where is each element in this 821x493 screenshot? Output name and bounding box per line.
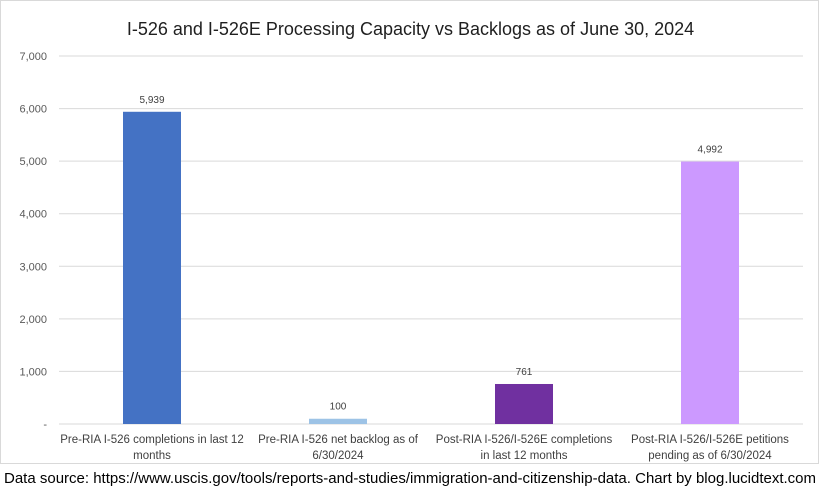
x-tick-label: Post-RIA I-526/I-526E completions: [436, 434, 613, 446]
x-tick-label: Post-RIA I-526/I-526E petitions: [631, 434, 789, 446]
x-tick-label: months: [133, 450, 171, 462]
data-label: 4,992: [697, 145, 722, 156]
x-tick-label: in last 12 months: [481, 450, 568, 462]
source-note: Data source: https://www.uscis.gov/tools…: [4, 470, 817, 487]
y-tick-label: 4,000: [19, 209, 47, 221]
x-tick-label: Pre-RIA I-526 net backlog as of: [258, 434, 419, 446]
bar: [681, 161, 739, 425]
y-tick-label: 6,000: [19, 104, 47, 116]
data-label: 100: [330, 402, 347, 413]
y-tick-label: -: [43, 419, 47, 431]
chart-title: I-526 and I-526E Processing Capacity vs …: [126, 19, 695, 39]
bar: [309, 418, 367, 424]
y-tick-label: 7,000: [19, 51, 47, 63]
x-tick-label: Pre-RIA I-526 completions in last 12: [60, 434, 243, 446]
chart-frame: I-526 and I-526E Processing Capacity vs …: [0, 0, 819, 464]
y-tick-label: 2,000: [19, 314, 47, 326]
x-tick-label: pending as of 6/30/2024: [648, 450, 772, 462]
y-tick-label: 1,000: [19, 366, 47, 378]
bar: [123, 111, 181, 424]
data-label: 761: [516, 367, 533, 378]
y-tick-label: 5,000: [19, 156, 47, 168]
data-label: 5,939: [139, 95, 164, 106]
chart-plot: - 1,000 2,000 3,000 4,000 5,000 6,000 7,000 5,93…: [19, 51, 803, 462]
x-tick-label: 6/30/2024: [312, 450, 364, 462]
bar: [495, 383, 553, 424]
y-tick-label: 3,000: [19, 261, 47, 273]
